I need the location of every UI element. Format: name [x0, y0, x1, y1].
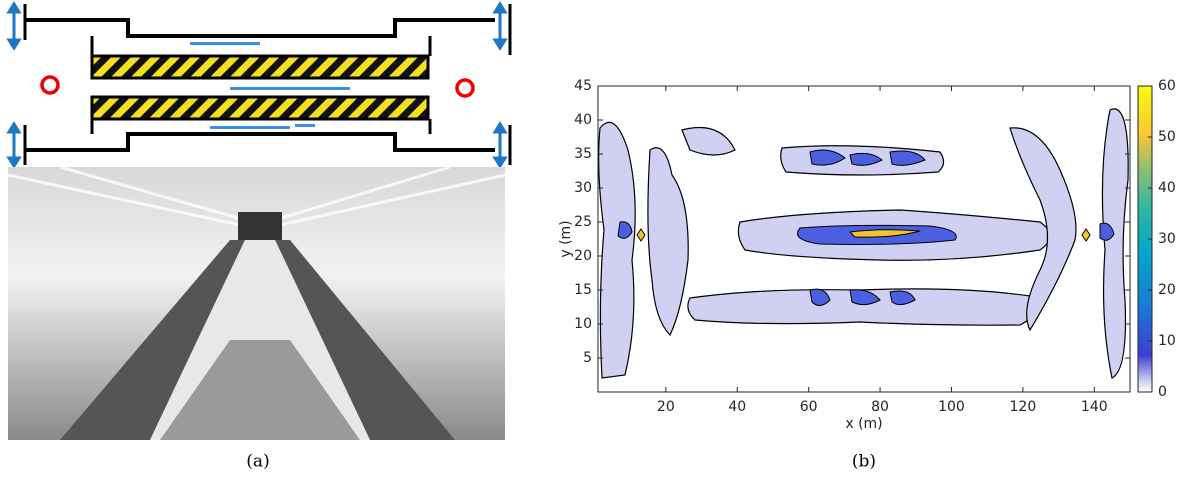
colorbar-tick-label: 60 — [1158, 78, 1176, 94]
x-tick-label: 80 — [871, 399, 889, 415]
floor-plan — [6, 1, 512, 169]
x-tick-label: 140 — [1081, 399, 1108, 415]
colorbar-tick-label: 10 — [1158, 333, 1176, 349]
y-axis-label: y (m) — [558, 220, 574, 257]
colorbar-tick-label: 40 — [1158, 180, 1176, 196]
station-photo — [7, 165, 506, 440]
axes — [597, 85, 1153, 393]
x-tick-label: 100 — [938, 399, 965, 415]
x-tick-label: 120 — [1010, 399, 1037, 415]
y-tick-label: 20 — [574, 248, 592, 264]
contour-regions — [598, 108, 1129, 379]
y-tick-label: 25 — [574, 214, 592, 230]
x-axis-label: x (m) — [845, 416, 882, 432]
colorbar-tick-label: 30 — [1158, 231, 1176, 247]
x-tick-label: 40 — [728, 399, 746, 415]
y-tick-label: 30 — [574, 180, 592, 196]
y-tick-label: 10 — [574, 316, 592, 332]
colorbar-tick-label: 0 — [1158, 384, 1167, 400]
caption: (a) — [246, 452, 269, 472]
colorbar-tick-label: 20 — [1158, 282, 1176, 298]
x-tick-label: 60 — [800, 399, 818, 415]
y-tick-label: 40 — [574, 112, 592, 128]
colorbar-tick-label: 50 — [1158, 129, 1176, 145]
y-tick-label: 45 — [574, 78, 592, 94]
plot-frame — [597, 85, 1131, 393]
x-tick-label: 20 — [657, 399, 675, 415]
y-tick-label: 15 — [574, 282, 592, 298]
caption: (b) — [852, 452, 876, 472]
y-tick-label: 35 — [574, 146, 592, 162]
y-tick-label: 5 — [583, 350, 592, 366]
